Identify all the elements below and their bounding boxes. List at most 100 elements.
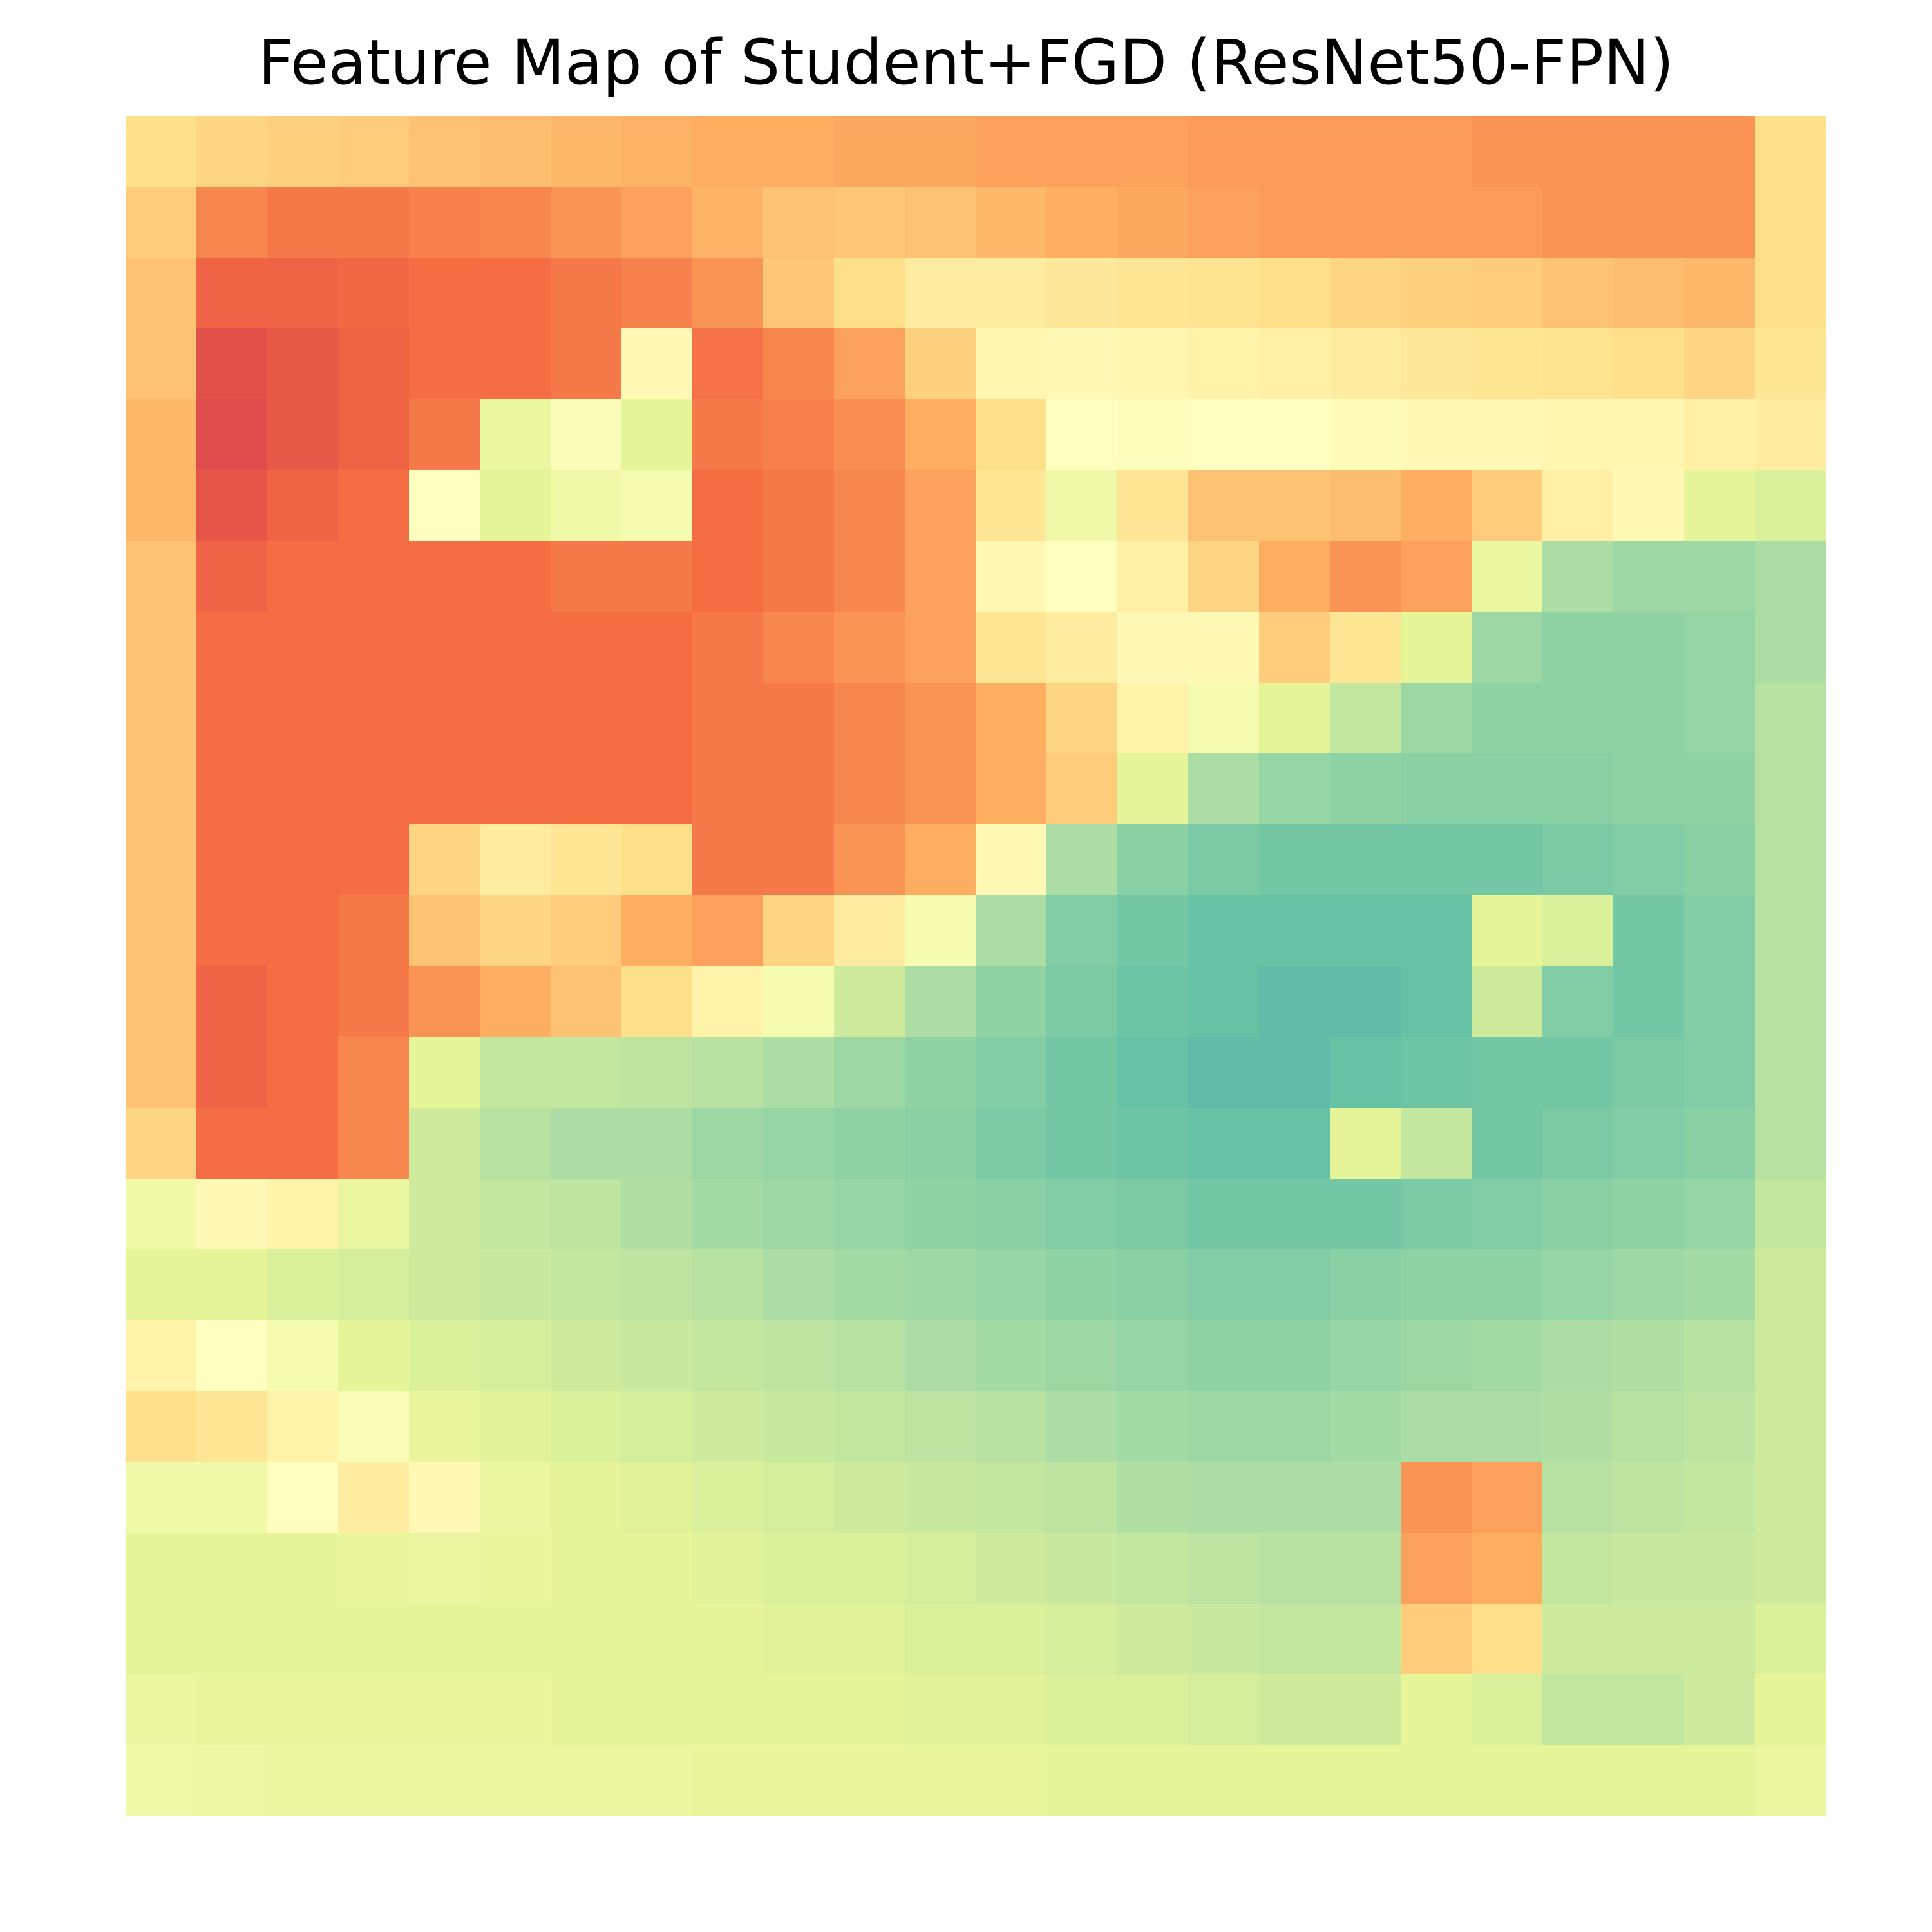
heatmap-cell [1401, 612, 1472, 683]
heatmap-cell [621, 1391, 693, 1463]
heatmap-cell [126, 1391, 197, 1463]
heatmap-cell [1613, 1604, 1685, 1675]
heatmap-cell [1613, 1462, 1685, 1533]
heatmap-cell [1755, 1179, 1826, 1250]
heatmap-cell [905, 1604, 976, 1675]
heatmap-cell [834, 824, 905, 896]
heatmap-cell [1542, 824, 1614, 896]
heatmap-cell [551, 1745, 622, 1816]
heatmap-cell [1401, 399, 1472, 471]
heatmap-cell [338, 966, 410, 1037]
heatmap-cell [196, 1674, 268, 1746]
heatmap-cell [409, 824, 480, 896]
heatmap-cell [976, 328, 1047, 400]
heatmap-cell [1188, 1108, 1260, 1179]
heatmap-cell [692, 328, 764, 400]
heatmap-cell [976, 470, 1047, 542]
heatmap-cell [1117, 470, 1189, 542]
heatmap-cell [1330, 116, 1401, 187]
heatmap-cell [196, 1533, 268, 1604]
heatmap-cell [1613, 1320, 1685, 1392]
heatmap-cell [1117, 1249, 1189, 1321]
heatmap-cell [976, 187, 1047, 258]
heatmap-cell [1188, 541, 1260, 612]
heatmap-cell [1188, 1179, 1260, 1250]
heatmap-cell [1684, 258, 1756, 329]
heatmap-cell [763, 1533, 835, 1604]
heatmap-cell [1259, 470, 1331, 542]
heatmap-cell [976, 541, 1047, 612]
heatmap-cell [1542, 1745, 1614, 1816]
heatmap-cell [267, 470, 339, 542]
heatmap-cell [126, 1108, 197, 1179]
heatmap-cell [267, 683, 339, 754]
heatmap-cell [551, 328, 622, 400]
heatmap-cell [126, 116, 197, 187]
heatmap-cell [1046, 612, 1118, 683]
heatmap-cell [1401, 1320, 1472, 1392]
heatmap-cell [1401, 683, 1472, 754]
heatmap-cell [1542, 258, 1614, 329]
heatmap-cell [1188, 328, 1260, 400]
heatmap-cell [905, 612, 976, 683]
heatmap-cell [338, 116, 410, 187]
heatmap-cell [763, 399, 835, 471]
heatmap-cell [621, 966, 693, 1037]
heatmap-cell [338, 1108, 410, 1179]
heatmap-cell [1188, 1249, 1260, 1321]
heatmap-cell [1401, 116, 1472, 187]
heatmap-cell [126, 1674, 197, 1746]
heatmap-cell [976, 1179, 1047, 1250]
heatmap-cell [126, 1462, 197, 1533]
heatmap-cell [1188, 470, 1260, 542]
heatmap-cell [1613, 895, 1685, 967]
heatmap-cell [551, 1533, 622, 1604]
heatmap-cell [126, 683, 197, 754]
heatmap-cell [409, 1462, 480, 1533]
heatmap-cell [1117, 399, 1189, 471]
heatmap-cell [1330, 1320, 1401, 1392]
heatmap-cell [1046, 1462, 1118, 1533]
heatmap-cell [1330, 1462, 1401, 1533]
heatmap-cell [1259, 753, 1331, 825]
heatmap-cell [905, 1179, 976, 1250]
heatmap-cell [1259, 612, 1331, 683]
heatmap-cell [551, 1108, 622, 1179]
heatmap-cell [1472, 753, 1543, 825]
heatmap-cell [1684, 399, 1756, 471]
heatmap-cell [1117, 1604, 1189, 1675]
heatmap-cell [763, 470, 835, 542]
heatmap-cell [763, 1249, 835, 1321]
heatmap-cell [338, 1604, 410, 1675]
heatmap-cell [1259, 541, 1331, 612]
heatmap-cell [480, 470, 551, 542]
heatmap-cell [1046, 895, 1118, 967]
heatmap-cell [196, 470, 268, 542]
heatmap-cell [692, 1745, 764, 1816]
heatmap-cell [1755, 1674, 1826, 1746]
heatmap-cell [551, 895, 622, 967]
heatmap-cell [1330, 1249, 1401, 1321]
heatmap-cell [834, 399, 905, 471]
heatmap-cell [196, 1249, 268, 1321]
heatmap-cell [1542, 328, 1614, 400]
heatmap-cell [1613, 258, 1685, 329]
heatmap-cell [1472, 683, 1543, 754]
heatmap-cell [1117, 1391, 1189, 1463]
heatmap-cell [126, 1037, 197, 1108]
heatmap-cell [1046, 470, 1118, 542]
heatmap-cell [338, 1462, 410, 1533]
heatmap-cell [1330, 1391, 1401, 1463]
heatmap-cell [834, 753, 905, 825]
heatmap-cell [409, 1179, 480, 1250]
heatmap-cell [480, 187, 551, 258]
heatmap-cell [1684, 541, 1756, 612]
heatmap-cell [1472, 470, 1543, 542]
heatmap-cell [338, 824, 410, 896]
heatmap-cell [905, 895, 976, 967]
heatmap-cell [621, 1604, 693, 1675]
heatmap-cell [409, 470, 480, 542]
heatmap-cell [551, 116, 622, 187]
heatmap-cell [1684, 1604, 1756, 1675]
heatmap-cell [1259, 1249, 1331, 1321]
